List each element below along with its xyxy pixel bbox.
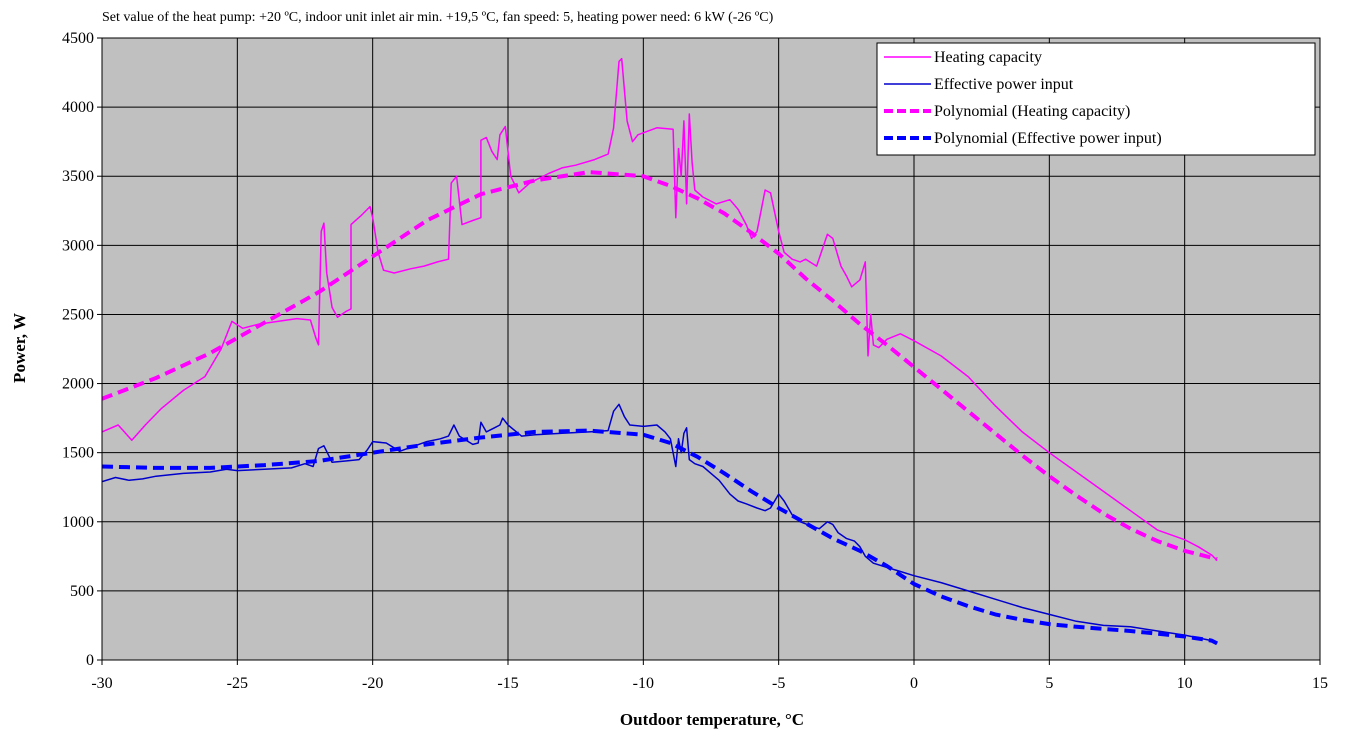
x-tick-label: -5 — [772, 675, 785, 692]
x-tick-label: -15 — [497, 675, 518, 692]
y-tick-label: 2500 — [62, 306, 94, 323]
x-tick-label: 5 — [1045, 675, 1053, 692]
legend-entry-label: Polynomial (Heating capacity) — [934, 103, 1130, 120]
y-axis-label: Power, W — [10, 313, 29, 383]
y-axis-ticks: 0 500 1000 1500 2000 2500 3000 3500 4000 4500 — [62, 30, 102, 669]
y-tick-label: 500 — [70, 583, 94, 600]
x-tick-label: 0 — [910, 675, 918, 692]
x-tick-label: -25 — [227, 675, 248, 692]
y-tick-label: 0 — [86, 652, 94, 669]
legend-box — [876, 42, 1316, 156]
x-tick-label: -10 — [633, 675, 654, 692]
series-line-heating-capacity — [102, 57, 1218, 562]
x-axis-ticks: -30 -25 -20 -15 -10 -5 0 5 10 15 — [91, 660, 1328, 692]
x-tick-label: -20 — [362, 675, 383, 692]
plot-border — [101, 37, 1321, 661]
x-tick-label: 10 — [1177, 675, 1193, 692]
legend-entry-label: Heating capacity — [934, 49, 1042, 66]
x-tick-label: -30 — [91, 675, 112, 692]
y-tick-label: 4000 — [62, 99, 94, 116]
series-line-polynomial-heating-capacity — [102, 170, 1218, 562]
legend: Heating capacity Effective power input Pol… — [876, 42, 1316, 156]
y-tick-label: 1500 — [62, 445, 94, 462]
y-tick-label: 3500 — [62, 168, 94, 185]
chart-title: Set value of the heat pump: +20 ºC, indo… — [102, 10, 774, 25]
y-tick-label: 1000 — [62, 514, 94, 531]
legend-entry-label: Effective power input — [934, 76, 1074, 93]
series-group — [102, 57, 1219, 646]
y-tick-label: 3000 — [62, 237, 94, 254]
series-line-effective-power-input — [102, 403, 1218, 645]
x-axis-label: Outdoor temperature, °C — [620, 710, 804, 729]
legend-entry-label: Polynomial (Effective power input) — [934, 130, 1162, 147]
series-line-polynomial-effective-power-input — [102, 428, 1219, 646]
y-tick-label: 4500 — [62, 30, 94, 47]
y-tick-label: 2000 — [62, 376, 94, 393]
x-tick-label: 15 — [1312, 675, 1328, 692]
